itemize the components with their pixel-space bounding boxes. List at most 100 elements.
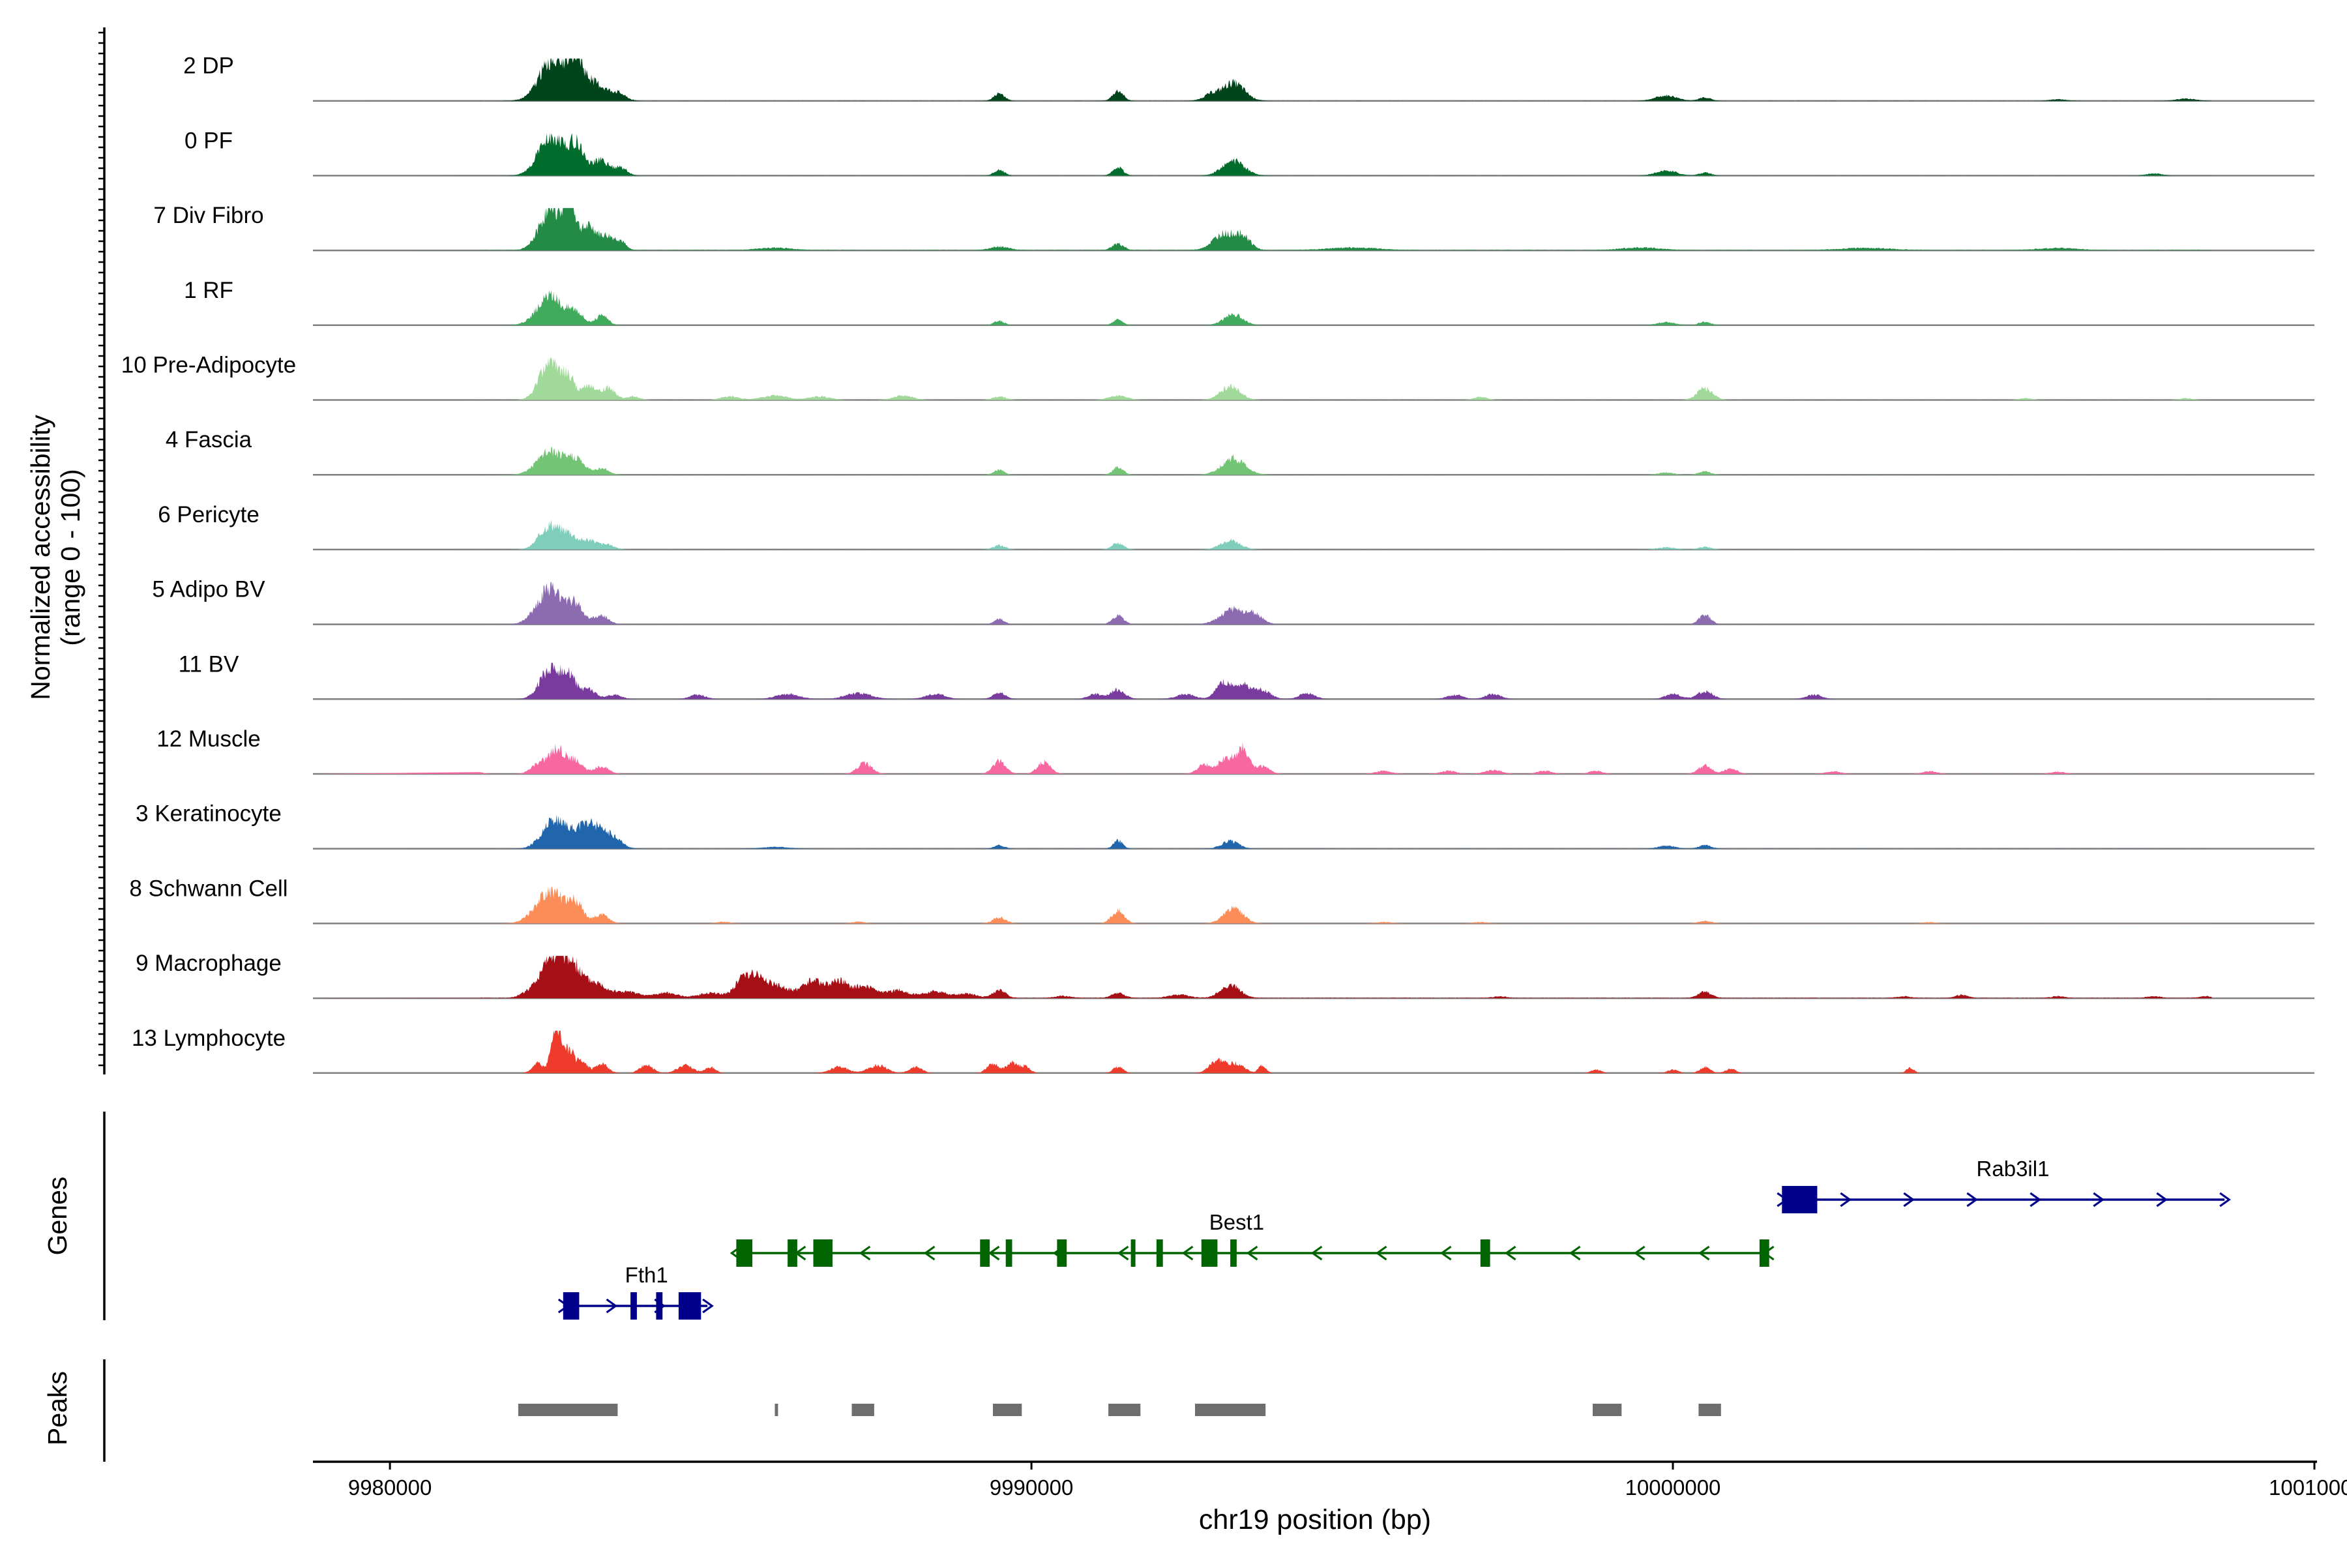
- gene-label: Fth1: [625, 1263, 668, 1287]
- coverage-area: [313, 133, 2212, 176]
- strand-arrow: [1439, 1245, 1452, 1261]
- peak-region: [1593, 1404, 1622, 1416]
- track-label: 11 BV: [179, 651, 239, 677]
- exon: [736, 1239, 752, 1267]
- strand-arrow: [988, 1245, 1000, 1261]
- exon: [1480, 1239, 1490, 1267]
- coverage-area: [313, 956, 2212, 999]
- strand-arrow: [923, 1245, 936, 1261]
- track-2-dp: 2 DP: [183, 53, 2314, 102]
- track-label: 4 Fascia: [166, 427, 252, 452]
- peak-region: [1195, 1404, 1266, 1416]
- coverage-area: [313, 662, 2212, 700]
- exon: [630, 1292, 637, 1320]
- track-7-div-fibro: 7 Div Fibro: [153, 203, 2314, 252]
- track-label: 6 Pericyte: [158, 502, 259, 527]
- peak-region: [518, 1404, 618, 1416]
- strand-arrow: [2219, 1192, 2231, 1207]
- strand-arrow: [1375, 1245, 1387, 1261]
- track-label: 0 PF: [185, 128, 233, 153]
- strand-arrow: [2156, 1192, 2168, 1207]
- track-4-fascia: 4 Fascia: [166, 427, 2314, 476]
- strand-arrow: [2093, 1192, 2105, 1207]
- x-axis: chr19 position (bp) 9980000 9990000 100000…: [313, 1460, 2347, 1535]
- gene-label: Best1: [1209, 1210, 1264, 1234]
- x-tick-label: 10000000: [1625, 1475, 1721, 1500]
- track-label: 10 Pre-Adipocyte: [121, 353, 296, 378]
- strand-arrow: [606, 1298, 618, 1314]
- coverage-tracks: 2 DP 0 PF 7 Div Fibro 1 RF 10 Pre-Adipocyte 4…: [121, 53, 2314, 1074]
- track-9-macrophage: 9 Macrophage: [136, 951, 2314, 999]
- coverage-area: [313, 886, 2212, 924]
- exon: [1759, 1239, 1769, 1267]
- coverage-area: [313, 814, 2212, 849]
- coverage-area: [313, 290, 2212, 325]
- track-6-pericyte: 6 Pericyte: [158, 502, 2314, 551]
- strand-arrow: [1966, 1192, 1979, 1207]
- x-tick-label: 9980000: [348, 1475, 432, 1500]
- coverage-area: [313, 208, 2212, 251]
- exon: [1156, 1239, 1163, 1267]
- y-axis-label-line-1: Normalized accessibility: [25, 415, 55, 700]
- strand-arrow: [702, 1298, 714, 1314]
- strand-arrow: [1246, 1245, 1258, 1261]
- track-label: 5 Adipo BV: [152, 577, 265, 602]
- strand-arrow: [1633, 1245, 1646, 1261]
- genes-panel-label: Genes: [42, 1177, 72, 1256]
- coverage-area: [313, 582, 2212, 625]
- x-axis-title: chr19 position (bp): [1199, 1504, 1431, 1535]
- accessibility-axis: [98, 27, 106, 1074]
- peaks-panel-label: Peaks: [42, 1371, 72, 1445]
- coverage-area: [313, 1030, 2212, 1073]
- strand-arrow: [1310, 1245, 1323, 1261]
- strand-arrow: [1569, 1245, 1581, 1261]
- coverage-area: [313, 520, 2212, 550]
- peak-region: [775, 1404, 778, 1416]
- gene-fth1: Fth1: [557, 1263, 714, 1320]
- strand-arrow: [2030, 1192, 2042, 1207]
- strand-arrow: [1840, 1192, 1852, 1207]
- exon: [788, 1239, 797, 1267]
- track-5-adipo-bv: 5 Adipo BV: [152, 577, 2314, 625]
- track-label: 1 RF: [184, 278, 233, 303]
- track-3-keratinocyte: 3 Keratinocyte: [136, 801, 2314, 850]
- strand-arrow: [1181, 1245, 1194, 1261]
- strand-arrow: [1698, 1245, 1710, 1261]
- strand-arrow: [1903, 1192, 1915, 1207]
- peaks-panel: Peaks: [42, 1359, 1721, 1462]
- exon: [656, 1292, 663, 1320]
- gene-label: Rab3il1: [1977, 1157, 2050, 1181]
- track-8-schwann-cell: 8 Schwann Cell: [129, 876, 2314, 925]
- strand-arrow: [1504, 1245, 1516, 1261]
- peak-region: [1108, 1404, 1141, 1416]
- track-label: 13 Lymphocyte: [132, 1026, 286, 1051]
- exon: [980, 1239, 990, 1267]
- x-tick-label: 9990000: [990, 1475, 1073, 1500]
- track-10-pre-adipocyte: 10 Pre-Adipocyte: [121, 353, 2314, 401]
- y-axis-label-line-2: (range 0 - 100): [55, 469, 85, 645]
- track-label: 3 Keratinocyte: [136, 801, 282, 827]
- track-12-muscle: 12 Muscle: [156, 726, 2314, 775]
- exon: [563, 1292, 580, 1320]
- exon: [1130, 1239, 1136, 1267]
- track-1-rf: 1 RF: [184, 278, 2314, 327]
- track-11-bv: 11 BV: [179, 651, 2314, 700]
- y-axis-label: Normalized accessibility (range 0 - 100): [25, 415, 85, 700]
- track-label: 9 Macrophage: [136, 951, 282, 976]
- exon: [1782, 1186, 1818, 1213]
- peak-region: [1698, 1404, 1721, 1416]
- track-label: 12 Muscle: [156, 726, 261, 752]
- gene-best1: Best1: [730, 1210, 1775, 1267]
- exon: [1057, 1239, 1067, 1267]
- exon: [678, 1292, 701, 1320]
- exon: [1005, 1239, 1012, 1267]
- x-tick-label: 1001000: [2269, 1475, 2347, 1500]
- track-label: 2 DP: [183, 53, 234, 79]
- track-13-lymphocyte: 13 Lymphocyte: [132, 1026, 2314, 1074]
- gene-rab3il1: Rab3il1: [1777, 1157, 2231, 1213]
- strand-arrow: [859, 1245, 871, 1261]
- coverage-area: [313, 58, 2212, 101]
- coverage-area: [313, 742, 2212, 774]
